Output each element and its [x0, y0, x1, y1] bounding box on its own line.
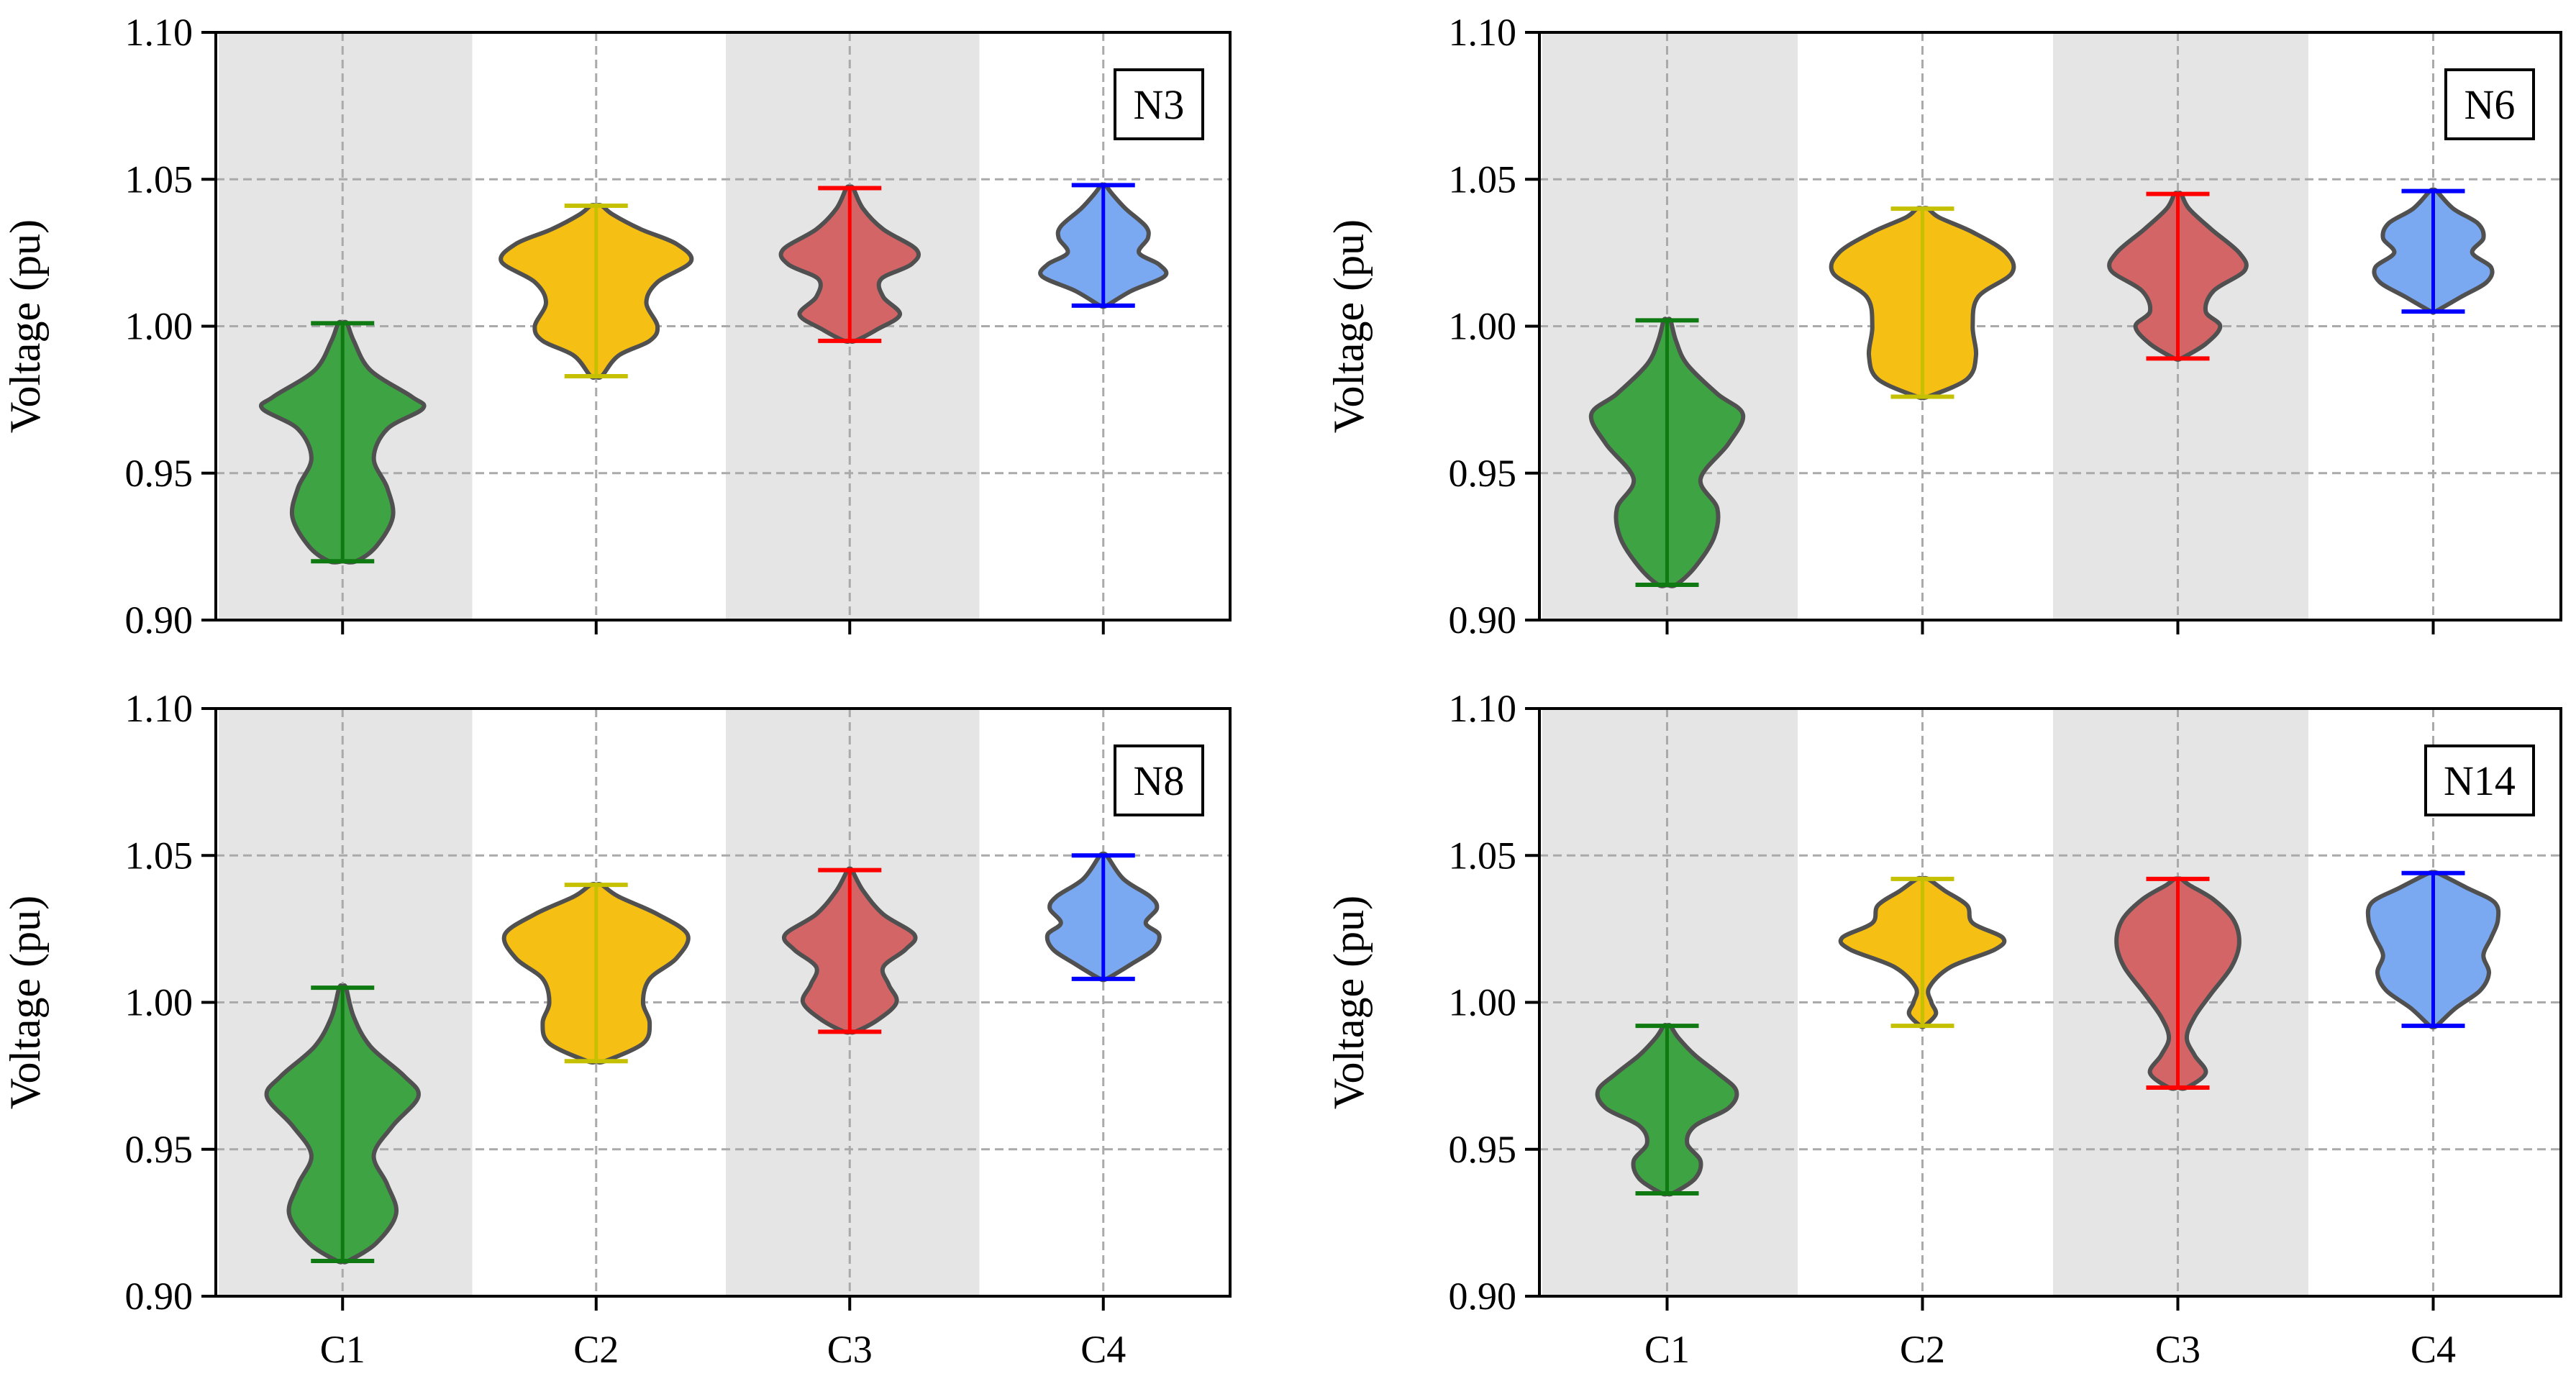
y-tick-label: 0.90	[125, 1275, 194, 1318]
x-tick-label: C2	[1900, 1328, 1945, 1371]
y-tick-label: 1.10	[1449, 11, 1517, 54]
panel-n6: 0.90 0.95 1.00 1.05 1.10 Voltage (pu) N6	[1325, 11, 2562, 642]
x-tick-label: C1	[1644, 1328, 1690, 1371]
y-axis-label: Voltage (pu)	[1, 896, 49, 1109]
y-tick-label: 0.90	[125, 598, 194, 642]
y-tick-label: 1.00	[1449, 305, 1517, 348]
y-tick-label: 1.05	[125, 158, 194, 201]
y-tick-label: 1.10	[125, 687, 194, 730]
panel-n14: 0.90 0.95 1.00 1.05 1.10 C1 C2 C3 C4 Voltage (pu)…	[1325, 687, 2562, 1371]
y-axis-label: Voltage (pu)	[1, 219, 49, 433]
y-tick-label: 0.95	[1449, 1128, 1517, 1171]
y-axis-label: Voltage (pu)	[1325, 896, 1373, 1109]
y-tick-label: 1.00	[125, 305, 194, 348]
y-tick-label: 1.00	[1449, 981, 1517, 1024]
y-tick-label: 1.10	[125, 11, 194, 54]
y-tick-label: 1.05	[125, 834, 194, 877]
y-tick-label: 0.95	[1449, 452, 1517, 495]
x-tick-label: C4	[2411, 1328, 2456, 1371]
node-label-box	[1114, 68, 1204, 140]
y-tick-label: 1.05	[1449, 158, 1517, 201]
node-label: N14	[2444, 757, 2516, 804]
x-tick-label: C4	[1080, 1328, 1126, 1371]
x-tick-label: C1	[320, 1328, 365, 1371]
node-label-box	[1114, 744, 1204, 816]
panel-n8: 0.90 0.95 1.00 1.05 1.10 C1 C2 C3 C4 Voltage (pu)…	[1, 687, 1232, 1371]
x-tick-label: C2	[573, 1328, 619, 1371]
node-label-box	[2444, 68, 2535, 140]
y-tick-label: 0.95	[125, 1128, 194, 1171]
node-label: N3	[1134, 81, 1185, 128]
y-tick-label: 1.00	[125, 981, 194, 1024]
y-tick-label: 0.95	[125, 452, 194, 495]
y-tick-label: 0.90	[1449, 1275, 1517, 1318]
x-tick-label: C3	[827, 1328, 873, 1371]
x-tick-label: C3	[2155, 1328, 2200, 1371]
y-tick-label: 1.05	[1449, 834, 1517, 877]
node-label: N6	[2465, 81, 2516, 128]
y-tick-label: 1.10	[1449, 687, 1517, 730]
node-label: N8	[1134, 757, 1185, 804]
y-tick-label: 0.90	[1449, 598, 1517, 642]
panel-n3: 0.90 0.95 1.00 1.05 1.10 Voltage (pu) N3	[1, 11, 1232, 642]
node-label-box	[2424, 744, 2535, 816]
y-axis-label: Voltage (pu)	[1325, 219, 1373, 433]
